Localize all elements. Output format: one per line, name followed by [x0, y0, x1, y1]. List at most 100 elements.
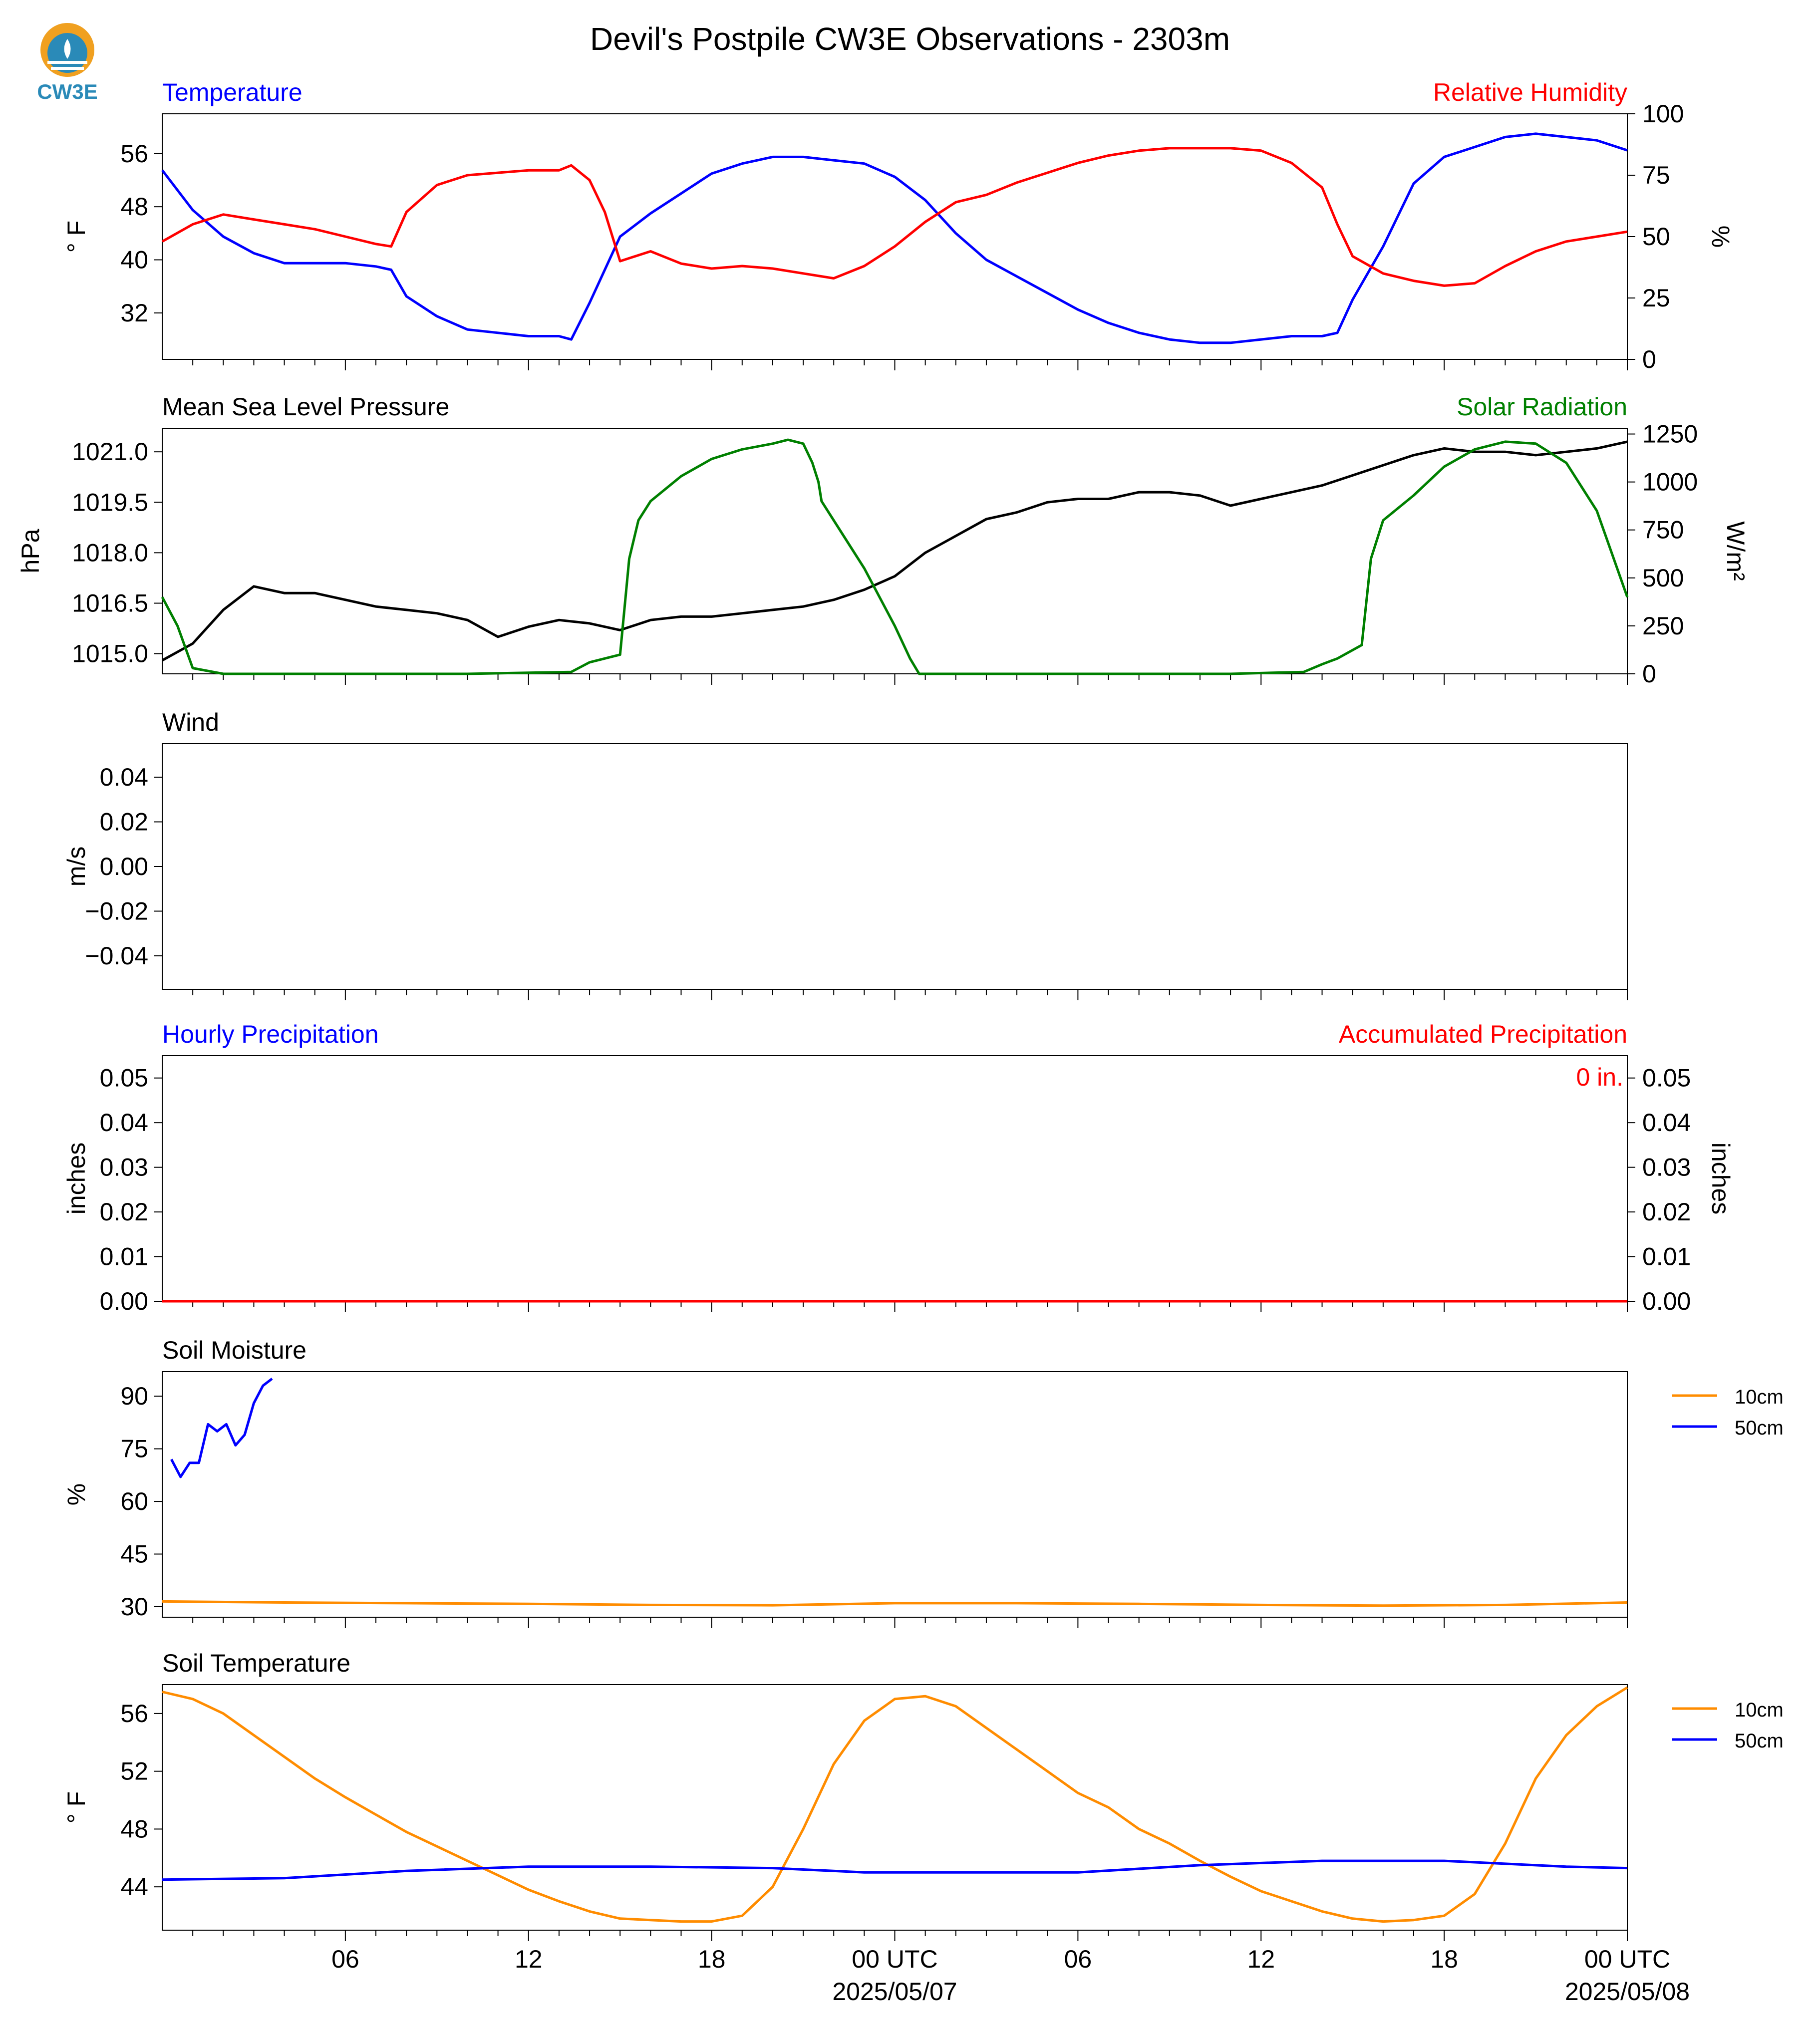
plot-frame	[162, 428, 1628, 674]
logo-text: CW3E	[37, 80, 98, 103]
y-tick-label: −0.02	[85, 897, 148, 925]
y-tick-label: 44	[120, 1873, 148, 1901]
y-tick-label: 0.04	[100, 1109, 148, 1137]
y-tick-label-right: 0	[1642, 660, 1656, 688]
plot-frame	[162, 113, 1628, 360]
series-line-relative-humidity	[161, 147, 1628, 287]
cw3e-logo-icon	[40, 23, 94, 77]
y-axis-label: hPa	[16, 529, 44, 573]
series-line-10cm	[162, 1686, 1628, 1923]
y-tick-label-right: 1250	[1642, 420, 1698, 448]
y-tick-label: 1015.0	[72, 640, 148, 668]
panel-title-right: Relative Humidity	[1433, 78, 1627, 106]
y-tick-label: 56	[120, 1700, 148, 1728]
series-line-mean-sea-level-pressure	[161, 440, 1628, 662]
y-axis-label-right: %	[1707, 226, 1735, 248]
panel-title-left: Temperature	[162, 78, 303, 106]
y-tick-label: 0.00	[100, 1287, 148, 1315]
legend-label: 50cm	[1735, 1730, 1784, 1752]
y-tick-label-right: 50	[1642, 223, 1670, 251]
series-line-temperature	[161, 132, 1628, 344]
panel-2	[154, 428, 1635, 685]
panel-title-left: Mean Sea Level Pressure	[162, 393, 449, 421]
y-tick-label: 0.05	[100, 1064, 148, 1092]
y-tick-label: 1016.5	[72, 589, 148, 617]
y-tick-label: 0.01	[100, 1243, 148, 1271]
legend-label: 10cm	[1735, 1386, 1784, 1408]
accumulated-total-label: 0 in.	[1576, 1063, 1623, 1091]
y-tick-label: 40	[120, 246, 148, 274]
y-axis-label: ° F	[62, 1791, 90, 1823]
y-axis-label-right: W/m²	[1722, 521, 1750, 580]
series-line-50cm	[170, 1378, 273, 1478]
y-tick-label: 75	[120, 1435, 148, 1463]
panel-1	[154, 113, 1635, 370]
y-tick-label: −0.04	[85, 942, 148, 970]
panel-6	[154, 1684, 1717, 1941]
y-tick-label-right: 100	[1642, 100, 1684, 128]
panel-title-right: Solar Radiation	[1457, 393, 1627, 421]
y-tick-label: 45	[120, 1540, 148, 1568]
plot-frame	[162, 1371, 1628, 1618]
y-tick-label: 1018.0	[72, 539, 148, 567]
y-axis-label: inches	[62, 1143, 90, 1215]
x-tick-label: 00 UTC	[1584, 1945, 1670, 1973]
legend-label: 10cm	[1735, 1699, 1784, 1721]
y-tick-label-right: 0.04	[1642, 1109, 1691, 1137]
x-tick-label: 06	[1064, 1945, 1092, 1973]
y-tick-label-right: 500	[1642, 564, 1684, 592]
y-tick-label-right: 25	[1642, 284, 1670, 312]
x-tick-label: 18	[698, 1945, 726, 1973]
y-tick-label-right: 0.01	[1642, 1243, 1691, 1271]
y-tick-label: 1021.0	[72, 438, 148, 466]
panel-3	[154, 743, 1628, 1000]
y-axis-label: %	[62, 1483, 90, 1505]
y-tick-label-right: 1000	[1642, 468, 1698, 496]
y-tick-label-right: 0	[1642, 345, 1656, 373]
y-tick-label-right: 0.03	[1642, 1154, 1691, 1181]
panel-title-left: Soil Temperature	[162, 1649, 350, 1677]
y-tick-label: 0.00	[100, 853, 148, 880]
panel-4	[154, 1055, 1635, 1312]
x-tick-label: 12	[1247, 1945, 1275, 1973]
x-date-label: 2025/05/07	[832, 1978, 957, 2006]
plot-frame	[162, 1684, 1628, 1931]
panel-title-right: Accumulated Precipitation	[1339, 1020, 1627, 1048]
x-tick-label: 12	[515, 1945, 543, 1973]
y-tick-label: 0.02	[100, 808, 148, 836]
legend-label: 50cm	[1735, 1417, 1784, 1439]
plot-frame	[162, 743, 1628, 990]
panel-5	[154, 1371, 1717, 1628]
panel-title-left: Soil Moisture	[162, 1336, 306, 1364]
series-line-10cm	[162, 1600, 1628, 1607]
y-tick-label: 48	[120, 1815, 148, 1843]
y-tick-label-right: 0.00	[1642, 1287, 1691, 1315]
y-tick-label: 0.02	[100, 1198, 148, 1226]
y-axis-label: ° F	[62, 221, 90, 253]
y-tick-label-right: 0.02	[1642, 1198, 1691, 1226]
y-tick-label-right: 250	[1642, 612, 1684, 640]
plot-frame	[162, 1055, 1628, 1302]
y-tick-label-right: 750	[1642, 516, 1684, 544]
x-date-label: 2025/05/08	[1565, 1978, 1690, 2006]
panel-title-left: Hourly Precipitation	[162, 1020, 379, 1048]
x-tick-label: 06	[331, 1945, 359, 1973]
series-line-solar-radiation	[161, 438, 1629, 675]
y-tick-label: 1019.5	[72, 488, 148, 516]
y-tick-label-right: 0.05	[1642, 1064, 1691, 1092]
figure-title: Devil's Postpile CW3E Observations - 230…	[590, 21, 1230, 57]
y-tick-label: 30	[120, 1593, 148, 1621]
y-tick-label: 0.04	[100, 763, 148, 791]
panel-title-left: Wind	[162, 708, 219, 736]
y-tick-label: 60	[120, 1487, 148, 1515]
series-line-50cm	[162, 1859, 1628, 1881]
y-axis-label-right: inches	[1707, 1143, 1735, 1215]
y-tick-label: 52	[120, 1757, 148, 1785]
y-tick-label-right: 75	[1642, 161, 1670, 189]
y-tick-label: 48	[120, 193, 148, 221]
x-tick-label: 18	[1430, 1945, 1458, 1973]
y-axis-label: m/s	[62, 847, 90, 887]
y-tick-label: 90	[120, 1382, 148, 1410]
y-tick-label: 56	[120, 140, 148, 168]
